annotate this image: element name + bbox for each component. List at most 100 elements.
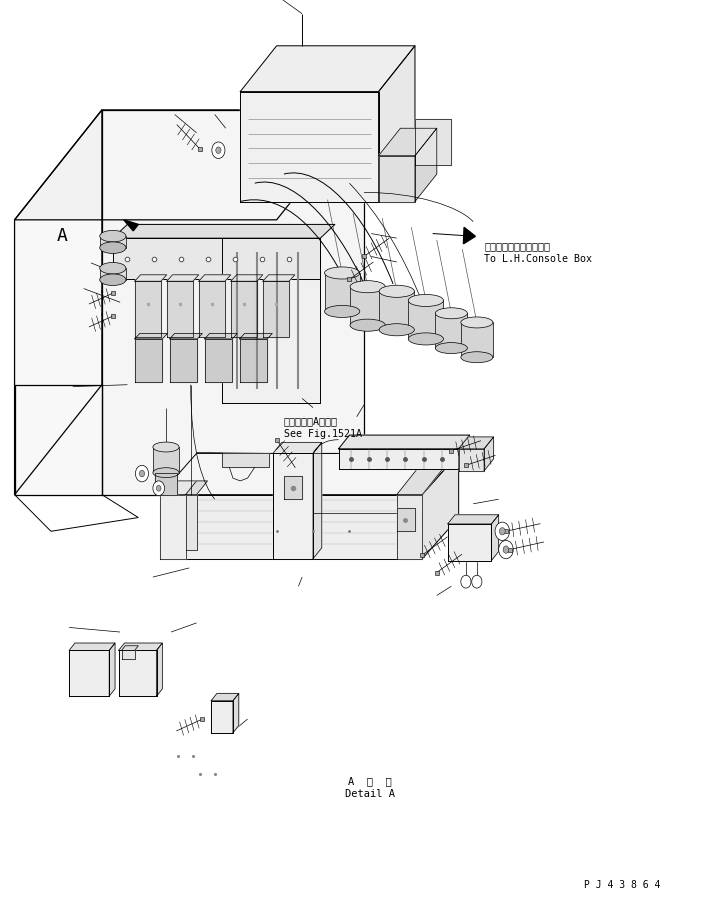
Text: 第１５２１A図参照: 第１５２１A図参照 (284, 416, 338, 426)
Text: A  詳  細: A 詳 細 (348, 776, 392, 786)
Circle shape (135, 465, 149, 482)
Ellipse shape (100, 230, 126, 242)
Circle shape (495, 522, 510, 540)
Circle shape (499, 540, 513, 559)
Ellipse shape (325, 305, 360, 318)
Bar (379, 291, 414, 330)
Bar (408, 300, 443, 339)
Ellipse shape (379, 323, 414, 336)
Polygon shape (109, 643, 115, 696)
Polygon shape (263, 281, 289, 337)
Bar (100, 236, 126, 247)
Polygon shape (459, 449, 484, 471)
Polygon shape (233, 693, 239, 733)
Polygon shape (240, 333, 272, 339)
Polygon shape (135, 275, 167, 281)
Polygon shape (124, 220, 138, 231)
Text: A: A (57, 227, 67, 245)
Ellipse shape (408, 294, 443, 307)
Polygon shape (484, 437, 494, 471)
Polygon shape (15, 385, 102, 495)
Ellipse shape (100, 263, 126, 274)
Polygon shape (160, 453, 459, 495)
Polygon shape (284, 476, 302, 499)
Polygon shape (69, 643, 115, 650)
Circle shape (139, 470, 145, 477)
Polygon shape (379, 156, 415, 202)
Bar (153, 447, 179, 473)
Polygon shape (122, 650, 135, 659)
Text: See Fig.1521A: See Fig.1521A (284, 429, 362, 439)
Polygon shape (397, 508, 415, 531)
Polygon shape (459, 437, 494, 449)
Polygon shape (170, 339, 197, 382)
Bar (435, 313, 467, 348)
Polygon shape (211, 701, 233, 733)
Polygon shape (113, 238, 320, 279)
Polygon shape (273, 442, 322, 453)
Polygon shape (379, 46, 415, 202)
Ellipse shape (461, 317, 493, 328)
Text: Detail A: Detail A (345, 789, 395, 799)
Polygon shape (167, 275, 199, 281)
Circle shape (499, 528, 505, 535)
Ellipse shape (461, 352, 493, 363)
Circle shape (215, 147, 221, 154)
Polygon shape (313, 442, 322, 559)
Polygon shape (135, 281, 161, 337)
Polygon shape (422, 453, 459, 559)
Polygon shape (15, 110, 102, 495)
Polygon shape (231, 281, 257, 337)
Polygon shape (211, 693, 239, 701)
Polygon shape (205, 339, 232, 382)
Polygon shape (240, 339, 267, 382)
Polygon shape (231, 275, 263, 281)
Circle shape (153, 481, 165, 496)
Polygon shape (222, 238, 320, 403)
Bar (325, 273, 360, 311)
Polygon shape (199, 281, 225, 337)
Polygon shape (113, 224, 335, 238)
Polygon shape (273, 453, 313, 559)
Ellipse shape (153, 442, 179, 452)
Polygon shape (119, 643, 162, 650)
Polygon shape (160, 495, 422, 559)
Circle shape (212, 142, 225, 158)
Polygon shape (199, 275, 231, 281)
Polygon shape (240, 92, 379, 202)
Ellipse shape (408, 333, 443, 345)
Polygon shape (102, 110, 364, 495)
Polygon shape (135, 333, 167, 339)
Polygon shape (167, 281, 193, 337)
Polygon shape (160, 481, 197, 495)
Ellipse shape (325, 267, 360, 279)
Ellipse shape (153, 468, 179, 477)
Polygon shape (263, 275, 295, 281)
Polygon shape (379, 128, 437, 156)
Circle shape (472, 575, 482, 588)
Polygon shape (157, 643, 162, 696)
Ellipse shape (100, 274, 126, 286)
Ellipse shape (379, 285, 414, 298)
Polygon shape (339, 435, 470, 449)
Text: To L.H.Console Box: To L.H.Console Box (484, 254, 592, 264)
Polygon shape (415, 119, 451, 165)
Bar (350, 287, 385, 325)
Circle shape (157, 485, 161, 491)
Bar (100, 268, 126, 279)
Polygon shape (397, 495, 422, 559)
Circle shape (461, 575, 471, 588)
Polygon shape (448, 515, 499, 524)
Polygon shape (135, 339, 162, 382)
Polygon shape (170, 333, 202, 339)
Polygon shape (15, 110, 364, 220)
Polygon shape (160, 495, 186, 559)
Ellipse shape (435, 343, 467, 354)
Polygon shape (186, 495, 197, 550)
Polygon shape (186, 481, 207, 495)
Polygon shape (339, 449, 459, 469)
Polygon shape (119, 650, 157, 696)
Polygon shape (240, 46, 415, 92)
Polygon shape (205, 333, 237, 339)
Polygon shape (222, 453, 269, 467)
